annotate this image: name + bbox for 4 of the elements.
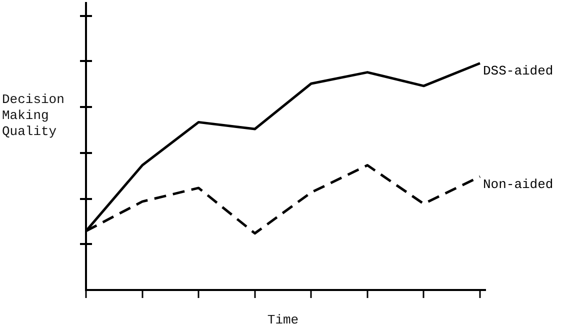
- x-axis-title: Time: [267, 312, 299, 328]
- y-axis-title: Decision Making Quality: [2, 92, 66, 140]
- series-label: Non-aided: [483, 177, 554, 192]
- series-label: DSS-aided: [483, 64, 554, 79]
